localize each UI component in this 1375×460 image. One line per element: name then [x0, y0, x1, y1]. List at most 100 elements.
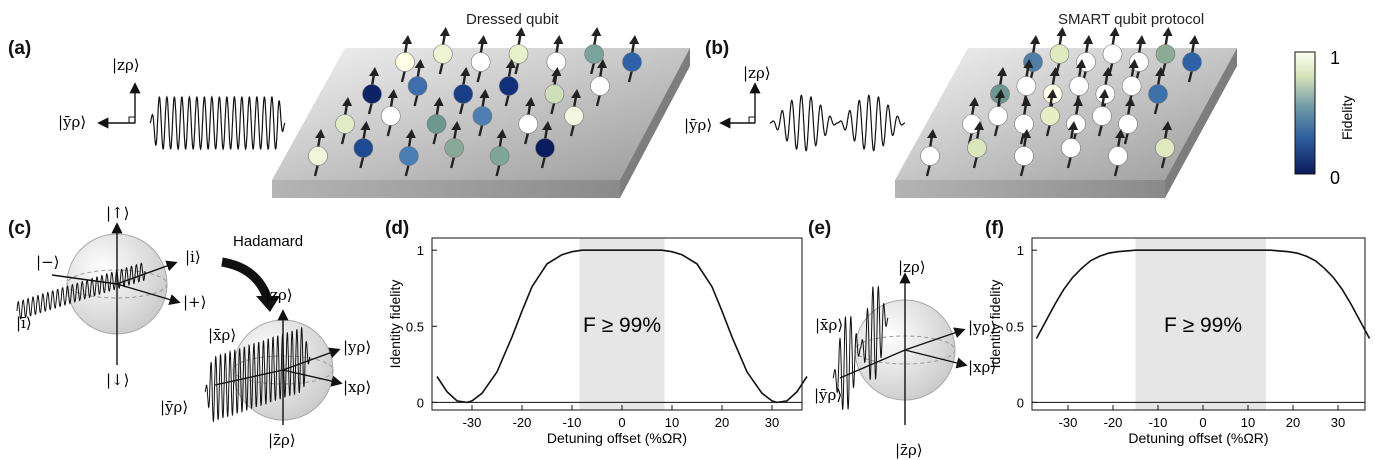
chart-d: -30 -20 -10 0 10 20 30 0 0.5 1 F ≥ 99% Detuning off…	[387, 237, 808, 446]
bloch-sphere-e	[839, 272, 968, 425]
colorbar-label: Fidelity	[1339, 96, 1355, 140]
x-tick-label: -10	[563, 415, 582, 430]
colorbar	[1294, 51, 1316, 175]
qubit	[1061, 121, 1081, 169]
qubit	[1155, 27, 1176, 75]
qubit	[380, 89, 401, 137]
qubit	[395, 35, 415, 83]
qubit	[590, 59, 610, 107]
ket-y-c: |yρ⟩	[343, 338, 371, 356]
qubit	[335, 97, 355, 145]
plot-frame	[431, 237, 803, 411]
y-tick-label: 1	[1017, 243, 1024, 258]
qubit	[622, 35, 642, 83]
panel-title-a: Dressed qubit	[466, 11, 559, 28]
ket-ybar-a: |ȳρ⟩	[58, 113, 86, 131]
x-tick-label: 0	[1199, 415, 1206, 430]
qubit	[353, 121, 374, 169]
y-axis-label: Identity fidelity	[387, 280, 403, 369]
qubit	[584, 27, 604, 75]
qubit	[535, 121, 555, 169]
qubit	[453, 67, 474, 115]
drive-wave-b	[770, 94, 905, 152]
x-axis-label: Detuning offset (%ΩR)	[1128, 430, 1268, 446]
chart-f: -30 -20 -10 0 10 20 30 0 0.5 1 F ≥ 99% Detuning off…	[987, 237, 1371, 446]
x-tick-label: -30	[463, 415, 482, 430]
slab-b	[895, 48, 1237, 198]
qubit	[508, 27, 529, 75]
qubit	[1040, 89, 1060, 137]
y-tick-label: 1	[417, 243, 424, 258]
x-tick-label: 0	[618, 415, 625, 430]
ket-xbar-e: |x̄ρ⟩	[815, 316, 843, 334]
ket-x-e: |xρ⟩	[968, 358, 996, 376]
qubit	[489, 129, 510, 177]
ket-x-c: |xρ⟩	[343, 378, 371, 396]
ket-y-e: |yρ⟩	[968, 318, 996, 336]
x-tick-label: -10	[1149, 415, 1168, 430]
x-axis-label: Detuning offset (%ΩR)	[547, 430, 687, 446]
ket-ybar-e: |ȳρ⟩	[814, 386, 842, 404]
x-tick-label: -30	[1059, 415, 1078, 430]
plot-frame	[1031, 237, 1366, 411]
qubit	[398, 129, 419, 177]
drive-wave-c-rot	[204, 326, 311, 423]
fidelity-curve	[436, 249, 808, 404]
qubit	[1155, 121, 1175, 169]
x-tick-label: 20	[715, 415, 729, 430]
y-axis-label: Identity fidelity	[987, 280, 1003, 369]
qubit	[407, 59, 428, 107]
fidelity-curve	[1035, 249, 1371, 339]
qubit-array-a	[308, 27, 642, 177]
panel-label-a: (a)	[8, 38, 32, 59]
fidelity-annotation: F ≥ 99%	[583, 314, 661, 337]
qubit	[1092, 89, 1112, 137]
drive-wave-c-lab	[16, 262, 146, 320]
qubit	[433, 27, 453, 75]
qubit	[988, 89, 1008, 137]
qubit	[470, 35, 491, 83]
ket-zbar-e: |z̄ρ⟩	[895, 441, 923, 459]
y-tick-label: 0.5	[1006, 319, 1024, 334]
panel-label-d: (d)	[385, 218, 410, 239]
ket-up: |↑⟩	[106, 204, 129, 222]
qubit	[518, 97, 539, 145]
ket-z-b: |zρ⟩	[743, 64, 771, 82]
qubit	[308, 129, 328, 177]
qubit	[920, 129, 940, 177]
qubit	[564, 89, 584, 137]
qubit-array-b	[920, 27, 1202, 177]
x-tick-label: 30	[1331, 415, 1345, 430]
drive-wave-e	[832, 285, 889, 411]
hadamard-arrow	[221, 257, 273, 302]
qubit	[426, 97, 447, 145]
axes-frame-a	[97, 82, 141, 129]
fidelity-annotation: F ≥ 99%	[1164, 314, 1242, 337]
qubit	[1049, 27, 1070, 75]
ket-plus: |+⟩	[183, 293, 206, 311]
panel-label-b: (b)	[705, 38, 730, 59]
ket-minus: |−⟩	[36, 253, 59, 271]
qubit	[1148, 67, 1168, 115]
qubit	[472, 89, 493, 137]
y-tick-label: 0.5	[406, 319, 424, 334]
x-tick-label: -20	[1104, 415, 1123, 430]
hadamard-arrowhead	[256, 296, 280, 312]
ket-z-a: |zρ⟩	[112, 56, 140, 74]
panel-label-c: (c)	[8, 218, 32, 239]
colorbar-min: 0	[1330, 168, 1340, 188]
qubit	[498, 59, 519, 107]
qubit	[1014, 129, 1034, 177]
qubit	[1069, 59, 1089, 107]
panel-label-f: (f)	[985, 218, 1004, 239]
bloch-sphere-lab	[51, 222, 181, 365]
panel-title-b: SMART qubit protocol	[1058, 11, 1205, 28]
qubit	[544, 67, 565, 115]
qubit	[362, 67, 382, 115]
ket-ibar: |ī⟩	[16, 314, 32, 332]
qubit	[967, 121, 987, 169]
x-tick-label: 10	[1241, 415, 1255, 430]
x-tick-label: -20	[513, 415, 532, 430]
axes-frame-b	[719, 82, 761, 129]
